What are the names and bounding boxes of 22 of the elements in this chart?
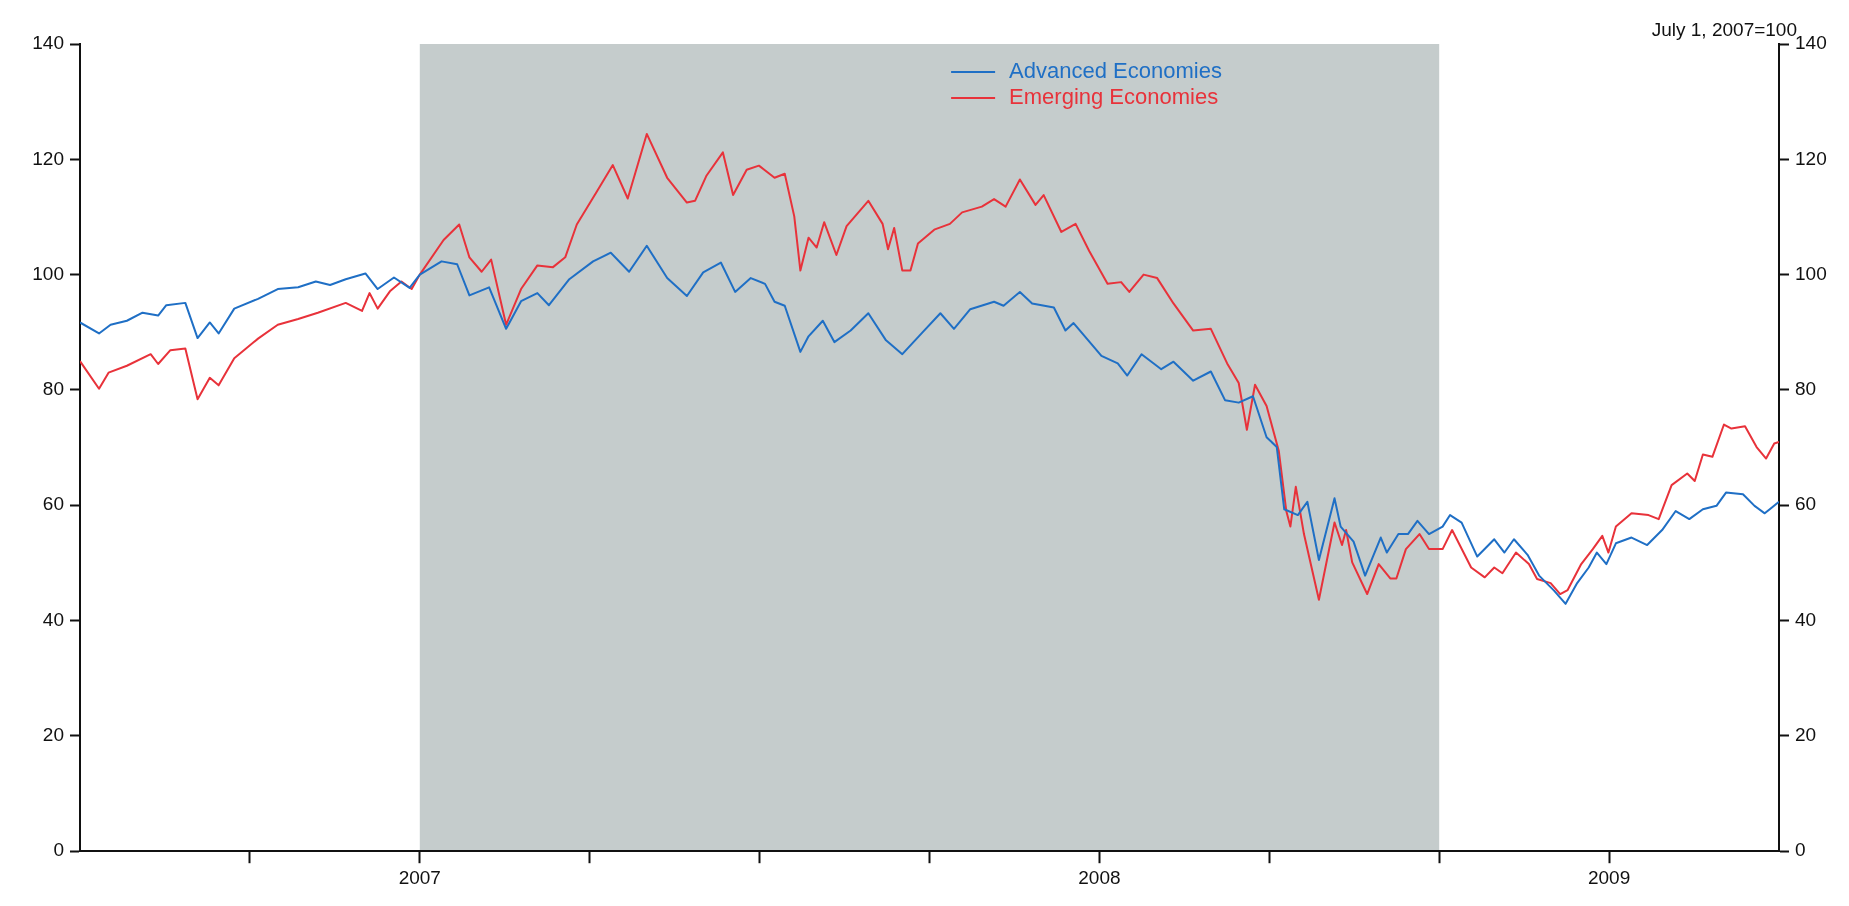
y2-tick-label: 20 — [1795, 724, 1817, 746]
y2-tick-label: 0 — [1795, 839, 1806, 861]
y-tick-label: 100 — [32, 262, 64, 284]
y2-tick-label: 80 — [1795, 378, 1817, 400]
x-tick-label: 2008 — [1078, 866, 1121, 888]
y-tick-label: 80 — [42, 378, 64, 400]
legend-label: Emerging Economies — [1009, 84, 1219, 110]
text: July 1, 2007=100 — [1651, 18, 1797, 40]
x-tick-label: 2007 — [398, 866, 441, 888]
y-tick-label: 20 — [42, 724, 64, 746]
y-tick-label: 60 — [42, 493, 64, 515]
y2-tick-label: 120 — [1795, 147, 1827, 169]
legend-label: Advanced Economies — [1009, 58, 1222, 84]
y-tick-label: 40 — [42, 608, 64, 630]
y-tick-label: 120 — [32, 147, 64, 169]
y-tick-label: 0 — [53, 839, 64, 861]
y2-tick-label: 100 — [1795, 262, 1827, 284]
y2-tick-label: 140 — [1795, 32, 1827, 54]
y2-tick-label: 40 — [1795, 608, 1817, 630]
x-tick-label: 2009 — [1587, 866, 1631, 888]
y-tick-label: 140 — [32, 32, 64, 54]
y2-tick-label: 60 — [1795, 493, 1817, 515]
